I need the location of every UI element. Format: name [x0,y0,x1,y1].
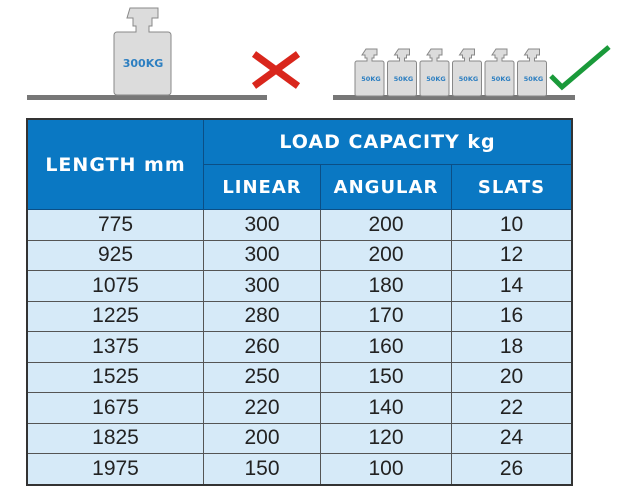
cell-slats: 12 [451,239,573,271]
header-length: LENGTH mm [26,118,204,210]
table-row: 1225 280 170 16 [26,300,573,332]
cell-linear: 300 [203,209,321,241]
cell-linear: 220 [203,392,321,424]
table-row: 1975 150 100 26 [26,453,573,485]
cell-length: 1525 [26,361,204,393]
cell-angular: 170 [320,300,452,332]
cell-linear: 300 [203,239,321,271]
cell-length: 1225 [26,300,204,332]
table-row: 1375 260 160 18 [26,331,573,363]
weight-50kg: 50KG [354,48,385,97]
weight-50kg: 50KG [387,48,417,97]
cell-angular: 140 [320,392,452,424]
cell-linear: 200 [203,422,321,454]
cell-linear: 150 [203,453,321,485]
weight-50kg: 50KG [419,48,450,97]
table-row: 1525 250 150 20 [26,361,573,393]
cell-slats: 14 [451,270,573,302]
cell-angular: 200 [320,209,452,241]
weight-label: 50KG [459,75,478,83]
cell-angular: 120 [320,422,452,454]
cell-angular: 160 [320,331,452,363]
cell-length: 1075 [26,270,204,302]
cell-slats: 16 [451,300,573,332]
cell-length: 925 [26,239,204,271]
weight-label: 50KG [426,75,445,83]
cell-linear: 260 [203,331,321,363]
cell-slats: 18 [451,331,573,363]
header-slats: SLATS [451,164,573,210]
weight-label: 50KG [491,75,510,83]
cell-slats: 20 [451,361,573,393]
cell-slats: 10 [451,209,573,241]
table-row: 925 300 200 12 [26,239,573,271]
weight-50kg: 50KG [484,48,515,97]
table-row: 1075 300 180 14 [26,270,573,302]
cell-slats: 24 [451,422,573,454]
header-linear: LINEAR [203,164,321,210]
cell-angular: 180 [320,270,452,302]
shelf-left [27,95,267,100]
cell-angular: 200 [320,239,452,271]
cell-slats: 26 [451,453,573,485]
load-illustration: 300KG 50KG 50KG 50KG 50KG 50KG 50KG [27,7,611,100]
small-weights: 50KG 50KG 50KG 50KG 50KG 50KG [354,48,547,97]
header-load-capacity: LOAD CAPACITY kg [203,118,573,165]
cell-linear: 280 [203,300,321,332]
load-capacity-table: LENGTH mm LOAD CAPACITY kg LINEAR ANGULA… [26,118,573,486]
cell-angular: 100 [320,453,452,485]
weight-300kg: 300KG [113,7,172,96]
cross-icon [251,51,301,89]
weight-label: 300KG [123,57,164,70]
cell-linear: 250 [203,361,321,393]
cell-linear: 300 [203,270,321,302]
check-icon [549,45,611,91]
table-row: 1675 220 140 22 [26,392,573,424]
cell-length: 1825 [26,422,204,454]
header-angular: ANGULAR [320,164,452,210]
cell-length: 1375 [26,331,204,363]
weight-label: 50KG [394,75,413,83]
weight-50kg: 50KG [517,48,547,97]
cell-length: 775 [26,209,204,241]
weight-label: 50KG [524,75,543,83]
weight-50kg: 50KG [452,48,482,97]
table-row: 775 300 200 10 [26,209,573,241]
cell-length: 1975 [26,453,204,485]
cell-length: 1675 [26,392,204,424]
cell-angular: 150 [320,361,452,393]
weight-label: 50KG [361,75,380,83]
cell-slats: 22 [451,392,573,424]
table-row: 1825 200 120 24 [26,422,573,454]
shelf-right [333,95,575,100]
